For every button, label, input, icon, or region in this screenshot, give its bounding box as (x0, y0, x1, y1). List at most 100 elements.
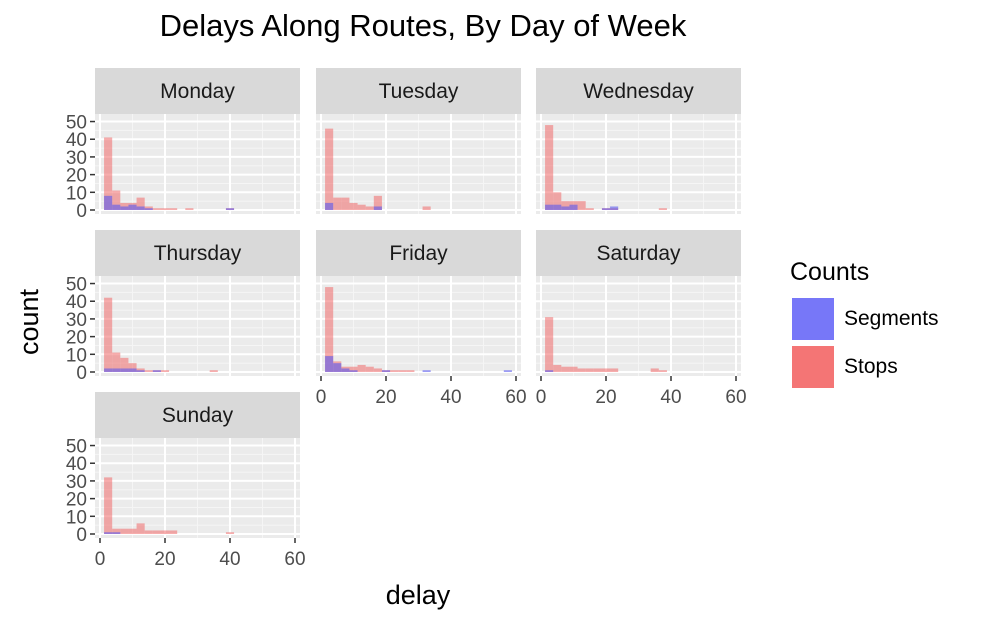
bar-segments (349, 370, 358, 372)
bar-segments (341, 368, 350, 372)
bar-stops (185, 208, 194, 210)
bar-segments (569, 204, 578, 210)
legend-title: Counts (790, 258, 870, 286)
bar-stops (104, 137, 113, 210)
bar-stops (120, 357, 129, 372)
bar-stops (160, 208, 170, 210)
bar-segments (128, 368, 137, 372)
bar-segments (422, 370, 431, 372)
x-tick-label: 60 (505, 387, 526, 408)
legend-swatch-segments (792, 298, 834, 340)
bar-segments (104, 195, 113, 210)
chart-title: Delays Along Routes, By Day of Week (159, 8, 687, 43)
y-tick-label: 50 (66, 437, 87, 458)
x-tick-label: 40 (660, 387, 681, 408)
y-axis-label: count (14, 288, 44, 356)
bar-stops (577, 368, 586, 372)
bar-stops (160, 370, 170, 372)
bar-stops (553, 192, 562, 210)
bar-segments (545, 204, 554, 210)
bar-segments (136, 206, 145, 210)
y-tick-label: 30 (66, 310, 87, 331)
bar-stops (561, 201, 570, 210)
panel-strip-label-wednesday: Wednesday (583, 80, 694, 103)
panel-strip-wednesday (536, 68, 741, 114)
bar-stops (144, 370, 153, 372)
x-tick-label: 0 (95, 549, 106, 570)
bar-stops (610, 368, 619, 372)
bar-stops (373, 368, 382, 372)
y-tick-label: 50 (66, 113, 87, 134)
bar-stops (128, 528, 137, 534)
bar-segments (601, 208, 611, 210)
panel-strip-label-monday: Monday (160, 80, 235, 103)
bar-stops (561, 366, 570, 372)
panel-strip-saturday (536, 230, 741, 276)
bar-segments (120, 206, 129, 210)
bar-stops (406, 370, 415, 372)
panel-strip-label-sunday: Sunday (162, 404, 234, 427)
legend-item-segments: Segments (790, 296, 980, 342)
bar-stops (104, 477, 113, 534)
bar-segments (136, 370, 145, 372)
bar-stops (341, 197, 350, 210)
bar-stops (349, 202, 358, 210)
bar-stops (209, 370, 218, 372)
legend-swatch-stops (792, 346, 834, 388)
bar-segments (610, 206, 619, 210)
y-tick-label: 10 (66, 345, 87, 366)
y-tick-label: 50 (66, 275, 87, 296)
bar-stops (585, 208, 594, 210)
bar-stops (325, 287, 334, 372)
legend-label-segments: Segments (844, 307, 939, 330)
y-tick-label: 30 (66, 148, 87, 169)
panel-strip-thursday (95, 230, 300, 276)
bar-stops (333, 197, 342, 210)
bar-segments (104, 368, 113, 372)
panel-strip-label-friday: Friday (389, 242, 448, 265)
panel-strip-monday (95, 68, 300, 114)
y-tick-label: 0 (76, 525, 87, 546)
bar-stops (658, 370, 667, 372)
bar-stops (577, 201, 586, 210)
bar-stops (569, 366, 578, 372)
panel-strip-label-thursday: Thursday (154, 242, 242, 265)
y-tick-label: 30 (66, 472, 87, 493)
bar-stops (357, 364, 366, 372)
legend-label-stops: Stops (844, 355, 898, 378)
y-tick-label: 0 (76, 201, 87, 222)
bar-segments (325, 356, 334, 372)
bar-stops (545, 317, 554, 372)
legend-item-stops: Stops (790, 344, 980, 390)
bar-segments (325, 202, 334, 210)
bar-stops (169, 208, 178, 210)
bar-segments (112, 368, 121, 372)
bar-stops (160, 530, 170, 534)
x-tick-label: 60 (284, 549, 305, 570)
bar-segments (553, 204, 562, 210)
bar-stops (365, 366, 374, 372)
x-tick-label: 0 (536, 387, 547, 408)
x-tick-label: 0 (316, 387, 327, 408)
bar-stops (225, 532, 235, 534)
bar-stops (104, 297, 113, 372)
bar-stops (152, 530, 161, 534)
y-tick-label: 10 (66, 507, 87, 528)
bar-segments (152, 370, 161, 372)
bar-stops (152, 208, 161, 210)
bar-segments (561, 206, 570, 210)
panel-strip-label-saturday: Saturday (596, 242, 681, 265)
x-tick-label: 20 (154, 549, 175, 570)
bar-segments (381, 370, 391, 372)
bar-stops (398, 370, 407, 372)
y-tick-label: 20 (66, 166, 87, 187)
x-tick-label: 20 (375, 387, 396, 408)
x-tick-label: 40 (440, 387, 461, 408)
x-tick-label: 20 (595, 387, 616, 408)
bar-stops (169, 530, 178, 534)
